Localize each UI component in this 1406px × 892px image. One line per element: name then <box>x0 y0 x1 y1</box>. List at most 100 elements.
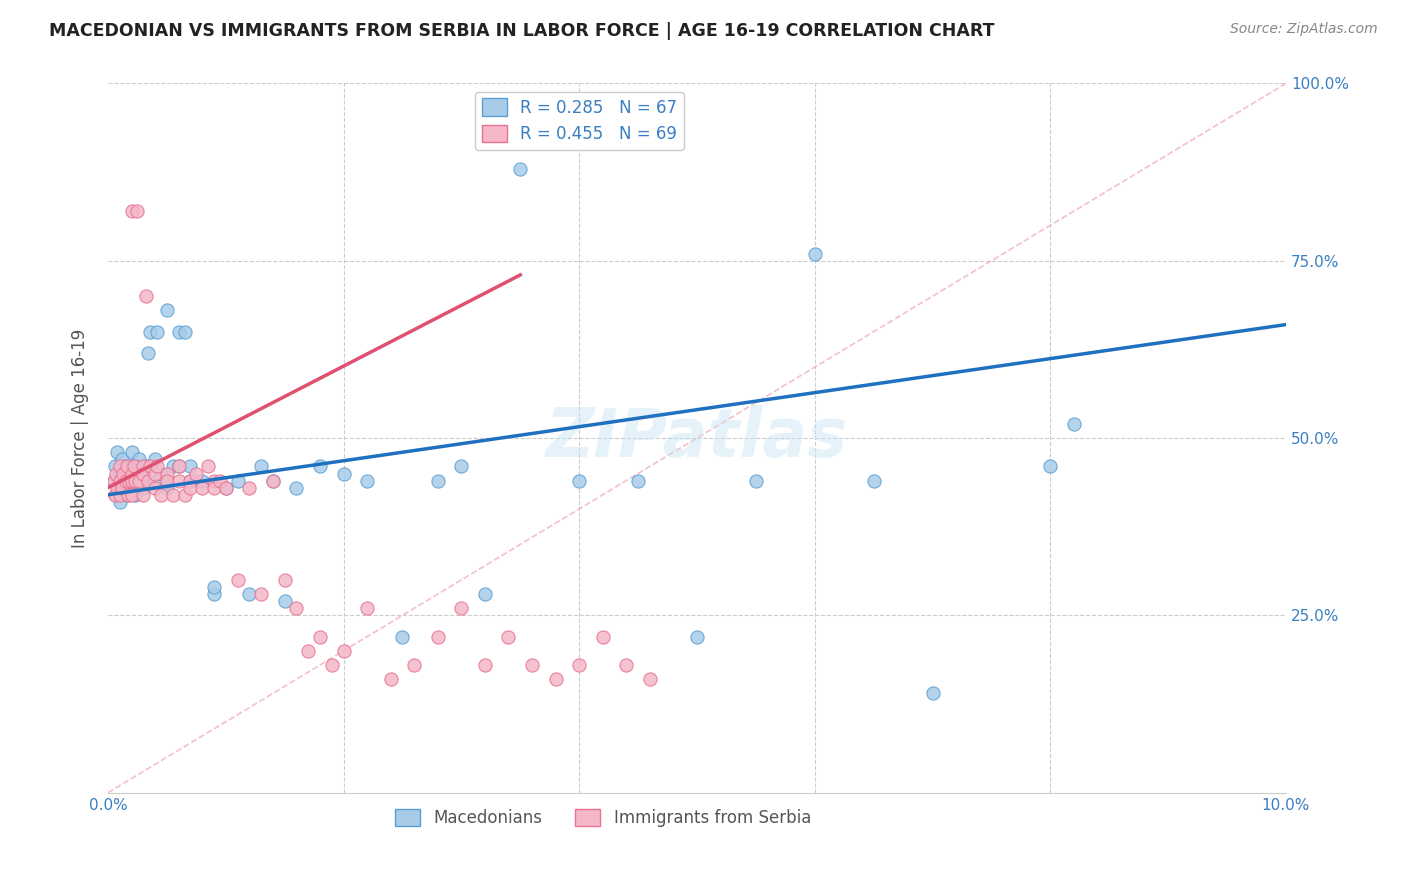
Text: ZIPatlas: ZIPatlas <box>546 405 848 471</box>
Point <box>156 481 179 495</box>
Point <box>202 481 225 495</box>
Point <box>128 452 150 467</box>
Point <box>215 481 238 495</box>
Point <box>745 474 768 488</box>
Point <box>104 488 127 502</box>
Point <box>108 459 131 474</box>
Point <box>121 204 143 219</box>
Point <box>132 467 155 481</box>
Point <box>321 658 343 673</box>
Point <box>426 474 449 488</box>
Point <box>114 474 136 488</box>
Point <box>803 246 825 260</box>
Point <box>108 495 131 509</box>
Point <box>226 573 249 587</box>
Point <box>474 587 496 601</box>
Point <box>167 459 190 474</box>
Point <box>173 325 195 339</box>
Point <box>105 488 128 502</box>
Point <box>136 474 159 488</box>
Point <box>285 481 308 495</box>
Point <box>115 459 138 474</box>
Point <box>450 601 472 615</box>
Point <box>202 580 225 594</box>
Point <box>156 467 179 481</box>
Point <box>309 630 332 644</box>
Point <box>108 474 131 488</box>
Point <box>132 459 155 474</box>
Y-axis label: In Labor Force | Age 16-19: In Labor Force | Age 16-19 <box>72 328 89 548</box>
Point <box>202 587 225 601</box>
Point <box>215 481 238 495</box>
Point <box>332 467 354 481</box>
Text: Source: ZipAtlas.com: Source: ZipAtlas.com <box>1230 22 1378 37</box>
Point <box>135 289 157 303</box>
Point <box>127 204 149 219</box>
Point <box>121 488 143 502</box>
Point <box>498 630 520 644</box>
Point <box>356 474 378 488</box>
Point <box>285 601 308 615</box>
Point <box>150 467 173 481</box>
Point <box>112 467 135 481</box>
Point <box>124 474 146 488</box>
Point <box>132 467 155 481</box>
Point <box>121 445 143 459</box>
Point <box>111 481 134 495</box>
Point <box>426 630 449 644</box>
Point <box>146 325 169 339</box>
Point <box>309 459 332 474</box>
Point <box>112 474 135 488</box>
Point <box>179 481 201 495</box>
Point <box>238 587 260 601</box>
Point <box>162 459 184 474</box>
Point <box>1039 459 1062 474</box>
Point <box>638 672 661 686</box>
Point <box>250 459 273 474</box>
Point <box>107 481 129 495</box>
Point <box>862 474 884 488</box>
Point <box>191 474 214 488</box>
Point <box>592 630 614 644</box>
Point <box>139 325 162 339</box>
Point <box>132 488 155 502</box>
Point <box>167 474 190 488</box>
Point <box>121 481 143 495</box>
Point <box>143 452 166 467</box>
Point <box>118 474 141 488</box>
Point <box>146 459 169 474</box>
Point <box>627 474 650 488</box>
Point <box>686 630 709 644</box>
Point <box>162 488 184 502</box>
Point <box>1063 417 1085 431</box>
Point <box>114 481 136 495</box>
Point <box>380 672 402 686</box>
Point <box>544 672 567 686</box>
Point <box>262 474 284 488</box>
Point <box>191 481 214 495</box>
Point <box>404 658 426 673</box>
Point <box>356 601 378 615</box>
Point <box>391 630 413 644</box>
Legend: Macedonians, Immigrants from Serbia: Macedonians, Immigrants from Serbia <box>388 803 818 834</box>
Point <box>156 474 179 488</box>
Point <box>262 474 284 488</box>
Point <box>135 459 157 474</box>
Point <box>238 481 260 495</box>
Point <box>115 488 138 502</box>
Point <box>104 459 127 474</box>
Point <box>156 303 179 318</box>
Point <box>921 686 943 700</box>
Point <box>179 474 201 488</box>
Point <box>114 459 136 474</box>
Point <box>186 474 208 488</box>
Point <box>179 474 201 488</box>
Point <box>107 481 129 495</box>
Point <box>122 459 145 474</box>
Point <box>118 467 141 481</box>
Point <box>273 573 295 587</box>
Point <box>132 481 155 495</box>
Point <box>111 452 134 467</box>
Point <box>121 467 143 481</box>
Point <box>614 658 637 673</box>
